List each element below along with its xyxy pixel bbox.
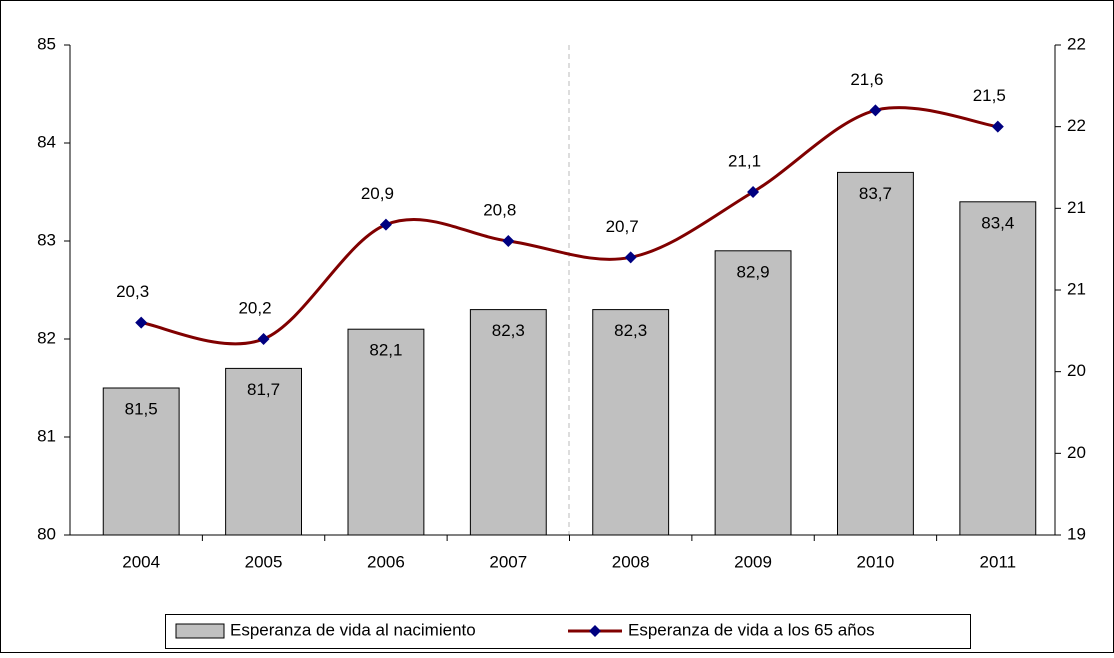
x-tick-label: 2004 (122, 552, 160, 571)
bar (347, 328, 425, 536)
y-tick-label: 84 (37, 132, 56, 151)
legend-marker (589, 625, 601, 637)
bar (102, 387, 180, 536)
y2-tick-label: 21 (1067, 198, 1086, 217)
bar-value-label: 82,9 (737, 262, 770, 281)
marker (991, 120, 1004, 133)
bar (225, 367, 302, 536)
legend-swatch (175, 623, 225, 639)
y-tick-label: 81 (37, 426, 56, 445)
marker (257, 333, 270, 345)
bar-value-label: 81,5 (125, 399, 158, 418)
bar (714, 250, 792, 536)
line-value-label: 21,1 (728, 151, 761, 170)
y2-tick-label: 22 (1067, 34, 1086, 53)
bar-value-label: 82,1 (369, 341, 402, 360)
bar (592, 309, 670, 536)
x-tick-label: 2006 (367, 552, 405, 571)
y-tick-label: 82 (37, 328, 56, 347)
marker (869, 104, 882, 117)
y-tick-label: 85 (37, 34, 56, 53)
line-value-label: 20,9 (361, 184, 394, 203)
bar (469, 309, 547, 536)
line-value-label: 20,2 (238, 298, 271, 317)
line-value-label: 20,3 (116, 282, 149, 301)
line (140, 106, 999, 346)
bar (959, 201, 1037, 536)
bar (837, 171, 914, 536)
bar-value-label: 81,7 (247, 380, 280, 399)
x-tick-label: 2011 (980, 552, 1017, 571)
y-tick-label: 83 (37, 230, 56, 249)
x-tick-label: 2010 (857, 552, 895, 571)
marker (624, 251, 637, 264)
bar-value-label: 83,7 (859, 184, 892, 203)
bar-value-label: 82,3 (614, 321, 647, 340)
y2-tick-label: 21 (1067, 279, 1086, 298)
bar-value-label: 82,3 (492, 321, 525, 340)
y2-tick-label: 19 (1067, 524, 1086, 543)
marker (379, 218, 392, 231)
line-value-label: 21,5 (973, 86, 1006, 105)
line-value-label: 20,7 (606, 217, 639, 236)
marker (502, 235, 515, 247)
x-tick-label: 2009 (734, 552, 772, 571)
y2-tick-label: 20 (1067, 443, 1086, 462)
legend-label: Esperanza de vida a los 65 años (628, 620, 875, 639)
bar-value-label: 83,4 (981, 213, 1014, 232)
marker (747, 186, 760, 198)
y2-tick-label: 22 (1067, 116, 1086, 135)
y-tick-label: 80 (37, 524, 56, 543)
y2-tick-label: 20 (1067, 361, 1086, 380)
x-tick-label: 2005 (245, 552, 283, 571)
x-tick-label: 2008 (612, 552, 650, 571)
x-tick-label: 2007 (489, 552, 527, 571)
line-value-label: 21,6 (850, 70, 883, 89)
line-value-label: 20,8 (483, 200, 516, 219)
legend-label: Esperanza de vida al nacimiento (230, 620, 476, 639)
marker (135, 316, 148, 329)
